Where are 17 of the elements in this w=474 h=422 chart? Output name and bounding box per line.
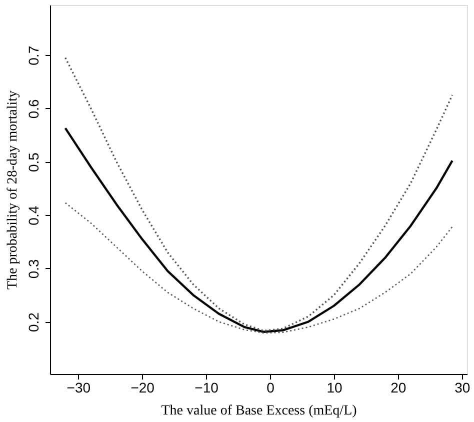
y-tick-label: 0.4 [26, 206, 42, 226]
x-tick-label: −10 [194, 380, 219, 396]
y-tick-label: 0.5 [26, 152, 42, 172]
x-tick-label: −30 [66, 380, 91, 396]
x-tick-label: 30 [454, 380, 470, 396]
y-tick-label: 0.3 [26, 258, 42, 279]
x-tick-label: −20 [130, 380, 155, 396]
x-tick-label: 10 [326, 380, 342, 396]
y-tick-label: 0.2 [26, 312, 42, 332]
x-axis-title: The value of Base Excess (mEq/L) [161, 404, 358, 418]
y-tick-label: 0.7 [26, 46, 42, 66]
y-tick-label: 0.6 [26, 99, 42, 119]
x-tick-label: 20 [390, 380, 406, 396]
line-series [64, 56, 454, 332]
line-series [64, 127, 454, 333]
y-axis-title: The probability of 28-day mortality [6, 90, 20, 290]
x-tick-label: 0 [266, 380, 275, 396]
